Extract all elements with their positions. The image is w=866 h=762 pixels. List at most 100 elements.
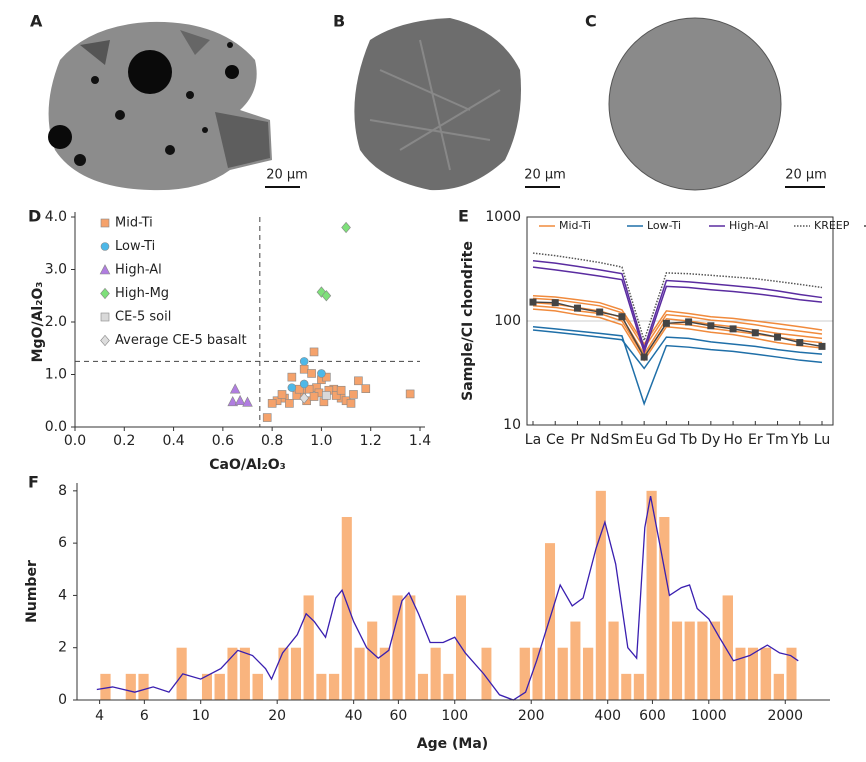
marker xyxy=(341,221,351,234)
x-axis-label: CaO/Al₂O₃ xyxy=(209,457,286,473)
marker xyxy=(551,299,559,307)
marker xyxy=(796,339,804,347)
marker xyxy=(331,391,341,400)
x-tick-label: Tb xyxy=(679,432,698,448)
x-tick-label: 600 xyxy=(639,708,666,724)
marker xyxy=(751,329,759,337)
bar xyxy=(278,647,289,700)
x-tick-label: La xyxy=(525,432,541,448)
x-tick-label: Er xyxy=(748,432,763,448)
bar xyxy=(392,595,403,700)
marker xyxy=(309,392,319,401)
marker xyxy=(529,298,537,306)
marker xyxy=(321,290,332,302)
bar xyxy=(227,647,238,700)
marker xyxy=(707,322,715,330)
x-tick-label: 200 xyxy=(518,708,545,724)
bar xyxy=(328,673,340,700)
legend-label: Low-Ti xyxy=(647,219,681,232)
bar xyxy=(671,621,683,700)
x-tick-label: 60 xyxy=(389,708,407,724)
y-tick-label: 8 xyxy=(58,483,67,499)
scale-bar-label: 20 µm xyxy=(524,168,566,183)
y-tick-label: 6 xyxy=(58,535,67,551)
x-tick-label: Yb xyxy=(790,432,809,448)
x-tick-label: Sm xyxy=(611,432,634,448)
marker xyxy=(336,385,346,395)
y-axis-label: Sample/CI chondrite xyxy=(460,241,476,401)
marker xyxy=(729,325,737,333)
marker xyxy=(774,333,782,341)
marker xyxy=(234,394,246,406)
bar xyxy=(138,673,149,700)
y-tick-label: 3.0 xyxy=(45,262,67,278)
plot-frame xyxy=(526,216,834,426)
bar xyxy=(519,647,530,700)
marker xyxy=(229,383,241,394)
series-line xyxy=(532,301,823,359)
bar xyxy=(341,516,352,700)
bar xyxy=(570,621,581,700)
x-tick-label: 0.0 xyxy=(64,433,86,449)
y-tick-label: 2 xyxy=(58,640,67,656)
bar xyxy=(710,621,721,700)
series-line xyxy=(532,308,823,362)
x-tick-label: 6 xyxy=(140,708,149,724)
marker xyxy=(299,392,309,404)
bar xyxy=(747,647,759,700)
y-tick-label: 4.0 xyxy=(45,209,67,225)
x-tick-label: Gd xyxy=(657,432,677,448)
bar xyxy=(697,621,708,700)
bar xyxy=(201,673,212,700)
bar xyxy=(646,490,657,700)
bar xyxy=(125,673,136,700)
density-line xyxy=(96,495,799,701)
bar xyxy=(417,673,429,700)
marker xyxy=(818,342,826,350)
x-tick-label: 2000 xyxy=(767,708,803,724)
bar xyxy=(100,673,111,700)
panel-label: D xyxy=(28,207,41,226)
bar xyxy=(379,647,390,700)
marker xyxy=(349,390,358,399)
marker xyxy=(262,413,272,422)
bar xyxy=(354,647,365,700)
x-tick-label: Pr xyxy=(570,432,584,448)
marker xyxy=(285,399,294,408)
bar xyxy=(608,621,619,700)
bar xyxy=(367,621,378,700)
y-tick-label: 1.0 xyxy=(45,367,67,383)
marker xyxy=(287,372,297,382)
bar xyxy=(621,673,632,700)
x-tick-label: 1.4 xyxy=(409,433,431,449)
scale-bar-label: 20 µm xyxy=(785,168,827,183)
marker xyxy=(299,357,309,366)
marker xyxy=(618,313,626,321)
y-tick-label: 100 xyxy=(494,313,521,329)
panel-label: C xyxy=(585,12,597,31)
x-axis-label: Age (Ma) xyxy=(417,736,488,752)
x-tick-label: Lu xyxy=(814,432,830,448)
marker xyxy=(299,364,309,374)
legend-label: High-Al xyxy=(115,263,162,278)
bar xyxy=(582,647,594,700)
y-axis-label: MgO/Al₂O₃ xyxy=(30,282,46,363)
marker xyxy=(309,347,319,357)
legend-label: KREEP xyxy=(814,219,850,232)
panel-label: A xyxy=(30,12,43,31)
marker xyxy=(573,304,581,312)
legend-label: Low-Ti xyxy=(115,239,155,254)
marker xyxy=(299,379,309,389)
bar xyxy=(735,647,746,700)
sem-image-c xyxy=(608,17,825,191)
y-axis-label: Number xyxy=(24,560,40,623)
series-line xyxy=(532,329,823,370)
marker xyxy=(317,369,326,378)
marker xyxy=(267,399,277,408)
x-tick-label: 0.6 xyxy=(212,433,234,449)
legend-marker xyxy=(99,264,111,275)
bar xyxy=(532,647,543,700)
marker xyxy=(405,389,415,399)
